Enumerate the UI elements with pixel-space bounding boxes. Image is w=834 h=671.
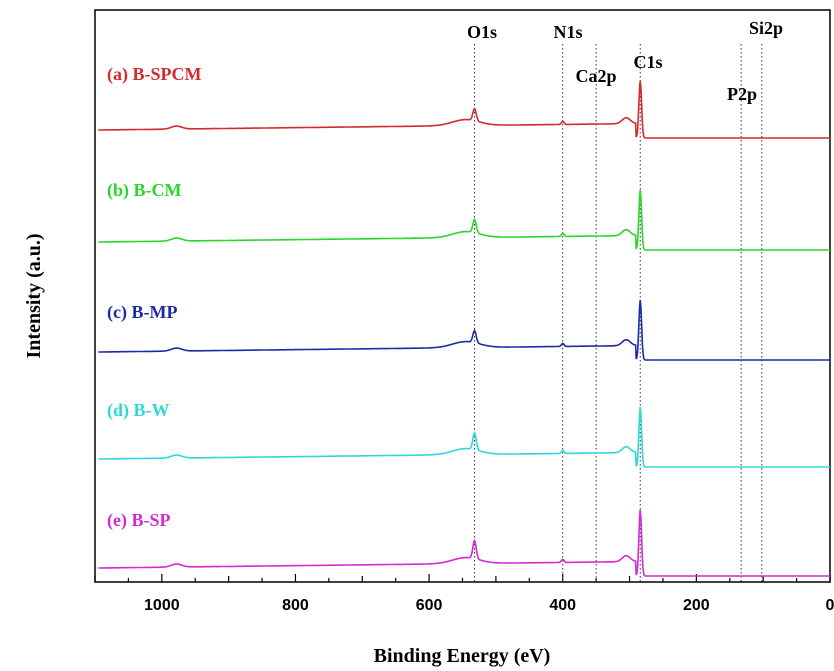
x-tick-label: 800 [282,597,309,614]
series-label: (a) B-SPCM [107,64,201,85]
x-tick-label: 1000 [144,597,180,614]
x-tick-label: 0 [826,597,834,614]
x-tick-label: 200 [683,597,710,614]
series-line [98,406,830,468]
x-tick-label: 400 [549,597,576,614]
x-axis-label: Binding Energy (eV) [374,645,551,667]
series-line [98,189,830,251]
series-label: (b) B-CM [107,180,182,201]
peak-label: O1s [467,22,497,42]
peak-label: C1s [633,52,662,72]
peak-label: N1s [553,22,582,42]
series-label: (d) B-W [107,400,170,421]
y-axis-label: Intensity (a.u.) [23,233,45,358]
peak-label: Si2p [749,18,783,38]
series-line [98,80,830,139]
series-label: (e) B-SP [107,510,170,531]
series-line [98,509,830,577]
x-tick-label: 600 [416,597,443,614]
series-line [98,299,830,361]
peak-label: Ca2p [575,66,616,86]
series-label: (c) B-MP [107,302,177,323]
plot-frame [94,9,831,583]
peak-label: P2p [727,84,757,104]
